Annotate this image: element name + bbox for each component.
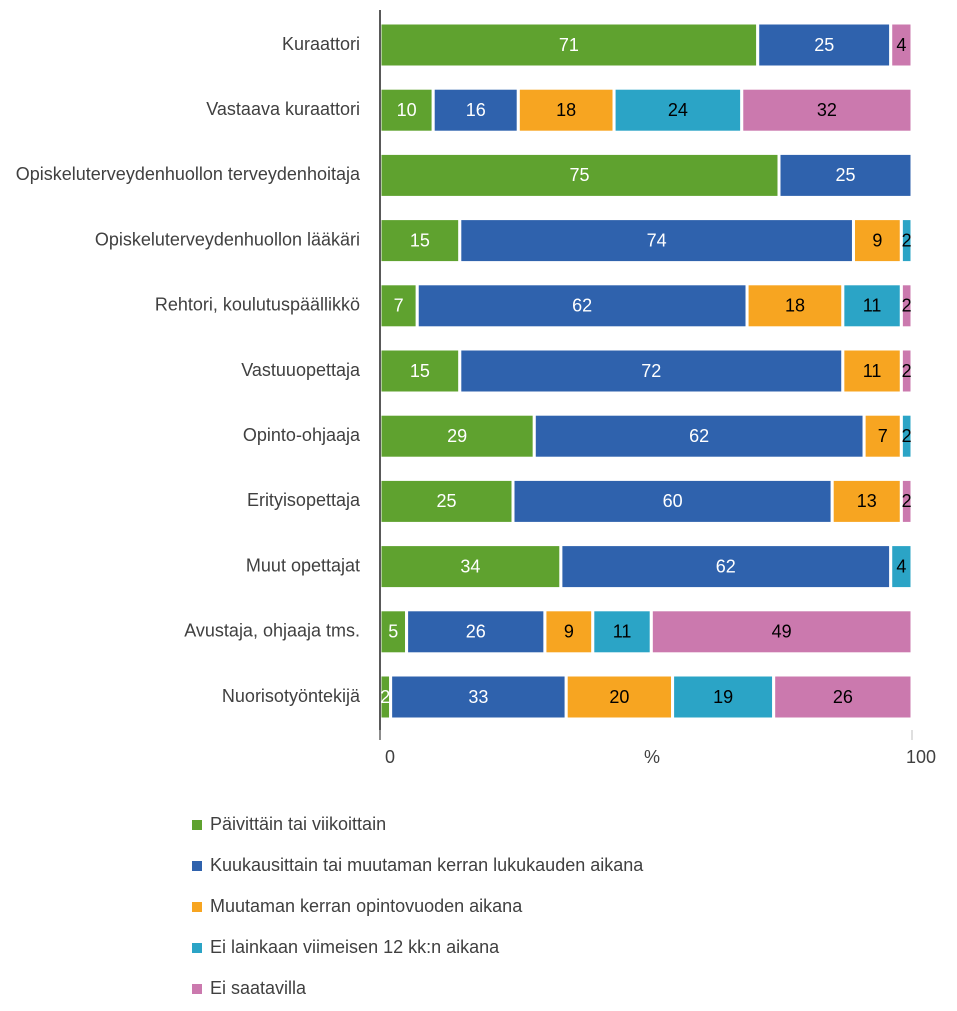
data-label: 26	[466, 622, 486, 642]
bar-segment	[415, 282, 749, 330]
data-label: 74	[647, 230, 667, 250]
data-label: 25	[814, 35, 834, 55]
data-label: 62	[716, 556, 736, 576]
bar-segment	[851, 217, 903, 265]
bar-segment	[862, 412, 903, 460]
bar-segment	[612, 86, 744, 134]
data-label: 62	[572, 296, 592, 316]
bar-segment	[841, 347, 903, 395]
y-tick-label: Muut opettajat	[246, 555, 360, 575]
bar-segment	[899, 347, 914, 395]
data-label: 19	[713, 687, 733, 707]
bar-segment	[889, 21, 914, 69]
y-tick-label: Vastaava kuraattori	[206, 99, 360, 119]
data-label: 7	[394, 296, 404, 316]
legend-label: Ei saatavilla	[210, 978, 307, 998]
data-label: 33	[468, 687, 488, 707]
legend-marker	[192, 902, 202, 912]
data-label: 2	[902, 491, 912, 511]
data-label: 2	[902, 296, 912, 316]
x-axis-label: %	[644, 747, 660, 767]
data-label: 9	[872, 230, 882, 250]
data-label: 13	[857, 491, 877, 511]
data-label: 32	[817, 100, 837, 120]
legend-label: Kuukausittain tai muutaman kerran lukuka…	[210, 855, 644, 875]
y-tick-label: Opiskeluterveydenhuollon terveydenhoitaj…	[16, 164, 361, 184]
data-label: 11	[863, 296, 882, 316]
bar-segment	[458, 217, 855, 265]
bar-segment	[899, 412, 914, 460]
legend-label: Muutaman kerran opintovuoden aikana	[210, 896, 523, 916]
bar-segment	[649, 608, 914, 656]
data-label: 11	[863, 361, 882, 381]
bar-segment	[511, 477, 834, 525]
y-tick-label: Kuraattori	[282, 34, 360, 54]
legend-marker	[192, 943, 202, 953]
data-label: 29	[447, 426, 467, 446]
data-label: 26	[833, 687, 853, 707]
y-tick-label: Avustaja, ohjaaja tms.	[184, 621, 360, 641]
y-tick-label: Rehtori, koulutuspäällikkö	[155, 295, 360, 315]
data-label: 2	[902, 361, 912, 381]
y-tick-label: Nuorisotyöntekijä	[222, 686, 361, 706]
data-label: 20	[609, 687, 629, 707]
data-label: 9	[564, 622, 574, 642]
data-label: 11	[613, 622, 632, 642]
data-label: 72	[641, 361, 661, 381]
y-tick-label: Vastuuopettaja	[241, 360, 361, 380]
data-label: 10	[397, 100, 417, 120]
legend-marker	[192, 861, 202, 871]
data-label: 16	[466, 100, 486, 120]
data-label: 18	[785, 296, 805, 316]
x-tick-label: 100	[906, 747, 936, 767]
data-label: 15	[410, 361, 430, 381]
bar-segment	[899, 282, 914, 330]
legend-label: Päivittäin tai viikoittain	[210, 814, 386, 834]
data-label: 75	[569, 165, 589, 185]
x-tick-label: 0	[385, 747, 395, 767]
data-label: 24	[668, 100, 688, 120]
bar-segment	[899, 217, 914, 265]
data-label: 60	[663, 491, 683, 511]
bar-segment	[899, 477, 914, 525]
data-label: 25	[436, 491, 456, 511]
legend-marker	[192, 984, 202, 994]
bar-segment	[559, 543, 893, 591]
bar-segment	[564, 673, 675, 721]
legend-marker	[192, 820, 202, 830]
data-label: 4	[896, 556, 906, 576]
data-label: 2	[380, 687, 390, 707]
legend-label: Ei lainkaan viimeisen 12 kk:n aikana	[210, 937, 500, 957]
data-label: 25	[835, 165, 855, 185]
bar-segment	[516, 86, 616, 134]
data-label: 18	[556, 100, 576, 120]
bar-segment	[756, 21, 893, 69]
data-label: 2	[902, 230, 912, 250]
bar-segment	[772, 673, 914, 721]
y-tick-label: Erityisopettaja	[247, 490, 361, 510]
bar-segment	[889, 543, 914, 591]
bar-segment	[431, 86, 520, 134]
data-label: 49	[772, 622, 792, 642]
data-label: 5	[388, 622, 398, 642]
y-tick-label: Opiskeluterveydenhuollon lääkäri	[95, 229, 360, 249]
data-label: 34	[460, 556, 480, 576]
data-label: 4	[896, 35, 906, 55]
data-label: 71	[559, 35, 579, 55]
data-label: 7	[878, 426, 888, 446]
data-label: 15	[410, 230, 430, 250]
data-label: 62	[689, 426, 709, 446]
bar-segment	[740, 86, 914, 134]
bar-segment	[777, 151, 914, 199]
y-tick-label: Opinto-ohjaaja	[243, 425, 361, 445]
data-label: 2	[902, 426, 912, 446]
